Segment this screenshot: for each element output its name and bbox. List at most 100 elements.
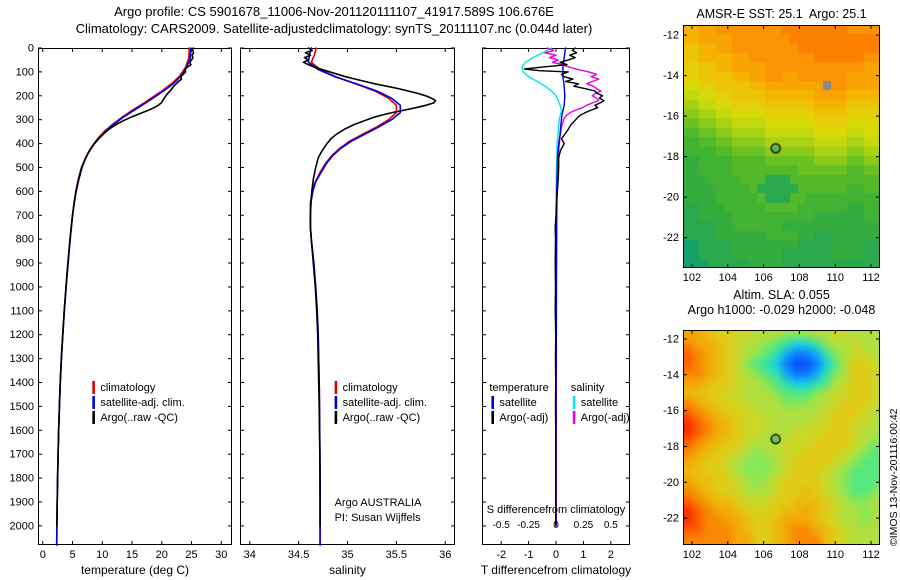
x-tick-label: 15 (126, 549, 138, 561)
y-tick-label: 1900 (10, 496, 34, 508)
x-tick-label: 102 (683, 549, 701, 561)
y-tick-label: -22 (663, 513, 679, 525)
sst-map-axes: 102 104 106 108 110 112 -12 -14 -16 -18 -20 -22 (663, 25, 880, 284)
legend-swatch (92, 395, 95, 409)
x-tick-label: 112 (862, 549, 880, 561)
series-satellite-adj-clim (307, 47, 402, 546)
legend-label: satellite (499, 397, 536, 409)
x-tick-label: 106 (754, 272, 772, 284)
legend-group-title: salinity (571, 382, 605, 394)
legend-swatch (92, 380, 95, 394)
s-axis-tick-label: 0.25 (574, 520, 594, 531)
x-tick-label: 110 (826, 549, 844, 561)
sst-map-panel: 102 104 106 108 110 112 -12 -14 -16 -18 -20 -22 (663, 25, 880, 284)
x-tick-label: 112 (862, 272, 880, 284)
x-tick-label: 104 (719, 272, 737, 284)
legend-group-title: temperature (489, 382, 548, 394)
y-tick-label: 1200 (10, 329, 34, 341)
y-tick-label: -18 (663, 151, 679, 163)
y-tick-label: 1300 (10, 353, 34, 365)
y-tick-label: 1500 (10, 401, 34, 413)
y-tick-label: -16 (663, 111, 679, 123)
series-climatology (309, 47, 398, 546)
x-tick-label: 34.5 (288, 549, 309, 561)
x-tick-label: 108 (790, 272, 808, 284)
axes-box (683, 330, 880, 545)
y-tick-label: 1800 (10, 473, 34, 485)
legend-swatch (491, 395, 494, 409)
y-tick-label: 100 (16, 66, 34, 78)
series-argo-raw (55, 47, 195, 527)
legend-label: satellite-adj. clim. (343, 397, 427, 409)
x-tick-label: 36 (439, 549, 451, 561)
legend-swatch (334, 395, 338, 409)
y-tick-label: 1600 (10, 425, 34, 437)
legend-label: Argo(-adj) (499, 412, 548, 424)
y-tick-label: 1100 (10, 305, 34, 317)
legend-label: climatology (100, 382, 156, 394)
y-tick-label: 400 (16, 138, 34, 150)
x-tick-label: 30 (215, 549, 227, 561)
temperature-profile-plot: 0 5 10 15 20 25 300100200300400500600700800900… (10, 43, 232, 577)
y-tick-label: 800 (16, 234, 34, 246)
legend-label: climatology (343, 382, 399, 394)
legend-swatch (572, 410, 576, 424)
series-argo-raw (302, 47, 437, 527)
series-satellite-adj-clim (55, 47, 192, 546)
s-axis-tick-label: 0.5 (604, 520, 618, 531)
x-tick-label: 104 (719, 549, 737, 561)
sst-map-title: AMSR-E SST: 25.1 Argo: 25.1 (696, 7, 867, 21)
y-tick-label: 1400 (10, 377, 34, 389)
y-tick-label: 600 (16, 186, 34, 198)
x-tick-label: 2 (608, 549, 614, 561)
axes-box (38, 48, 232, 545)
x-tick-label: -1 (524, 549, 534, 561)
x-axis-label: temperature (deg C) (81, 563, 189, 577)
y-tick-label: -20 (663, 192, 679, 204)
sla-map-raster (683, 330, 880, 545)
y-tick-label: -18 (663, 441, 679, 453)
annotation-text: PI: Susan Wijffels (335, 512, 421, 524)
legend-swatch (491, 410, 494, 424)
x-tick-label: 0 (40, 549, 46, 561)
legend-label: Argo(..raw -QC) (100, 412, 178, 424)
s-axis-tick-label: 0 (553, 520, 559, 531)
series-climatology (55, 47, 190, 546)
y-tick-label: 1000 (10, 281, 34, 293)
x-tick-label: 25 (185, 549, 197, 561)
x-tick-label: 34 (244, 549, 256, 561)
x-tick-label: -2 (496, 549, 506, 561)
y-tick-label: 500 (16, 162, 34, 174)
difference-profile-plot: -2 -1 0 1 2 T differencefrom climatology tempe… (481, 47, 631, 577)
y-tick-label: 1700 (10, 449, 34, 461)
y-tick-label: -14 (663, 369, 679, 381)
y-tick-label: 0 (28, 43, 34, 55)
sla-map-panel: 102 104 106 108 110 112 -12 -14 -16 -18 -20 -22 (663, 330, 880, 561)
sla-map-axes: 102 104 106 108 110 112 -12 -14 -16 -18 -20 -22 (663, 330, 880, 561)
salinity-profile-panel: 34 34.5 35 35.5 36 salinity climatology satelli… (240, 47, 455, 577)
copyright-text: ©IMOS 13-Nov-201116:00:42 (888, 408, 900, 546)
sst-map-raster (683, 25, 880, 268)
y-tick-label: 300 (16, 114, 34, 126)
x-tick-label: 0 (553, 549, 559, 561)
legend-swatch (334, 410, 338, 424)
figure-title-line2: Climatology: CARS2009. Satellite-adjuste… (75, 21, 593, 36)
x-tick-label: 108 (790, 549, 808, 561)
y-tick-label: -20 (663, 477, 679, 489)
x-tick-label: 110 (826, 272, 844, 284)
difference-profile-panel: -2 -1 0 1 2 T differencefrom climatology tempe… (481, 47, 631, 577)
y-tick-label: -12 (663, 30, 679, 42)
sla-map-title-line2: Argo h1000: -0.029 h2000: -0.048 (687, 303, 876, 317)
legend-swatch (92, 410, 95, 424)
y-tick-label: 200 (16, 90, 34, 102)
temperature-profile-panel: 0 5 10 15 20 25 30 0 100 200 300 400 500 600 700 800 900… (10, 43, 232, 577)
x-tick-label: 10 (96, 549, 108, 561)
y-tick-label: -12 (663, 333, 679, 345)
x-axis-label: T differencefrom climatology (481, 563, 631, 577)
s-axis-tick-label: -0.5 (493, 520, 511, 531)
legend-label: satellite-adj. clim. (100, 397, 184, 409)
y-tick-label: -22 (663, 232, 679, 244)
legend-swatch (334, 380, 338, 394)
x-tick-label: 35 (341, 549, 353, 561)
